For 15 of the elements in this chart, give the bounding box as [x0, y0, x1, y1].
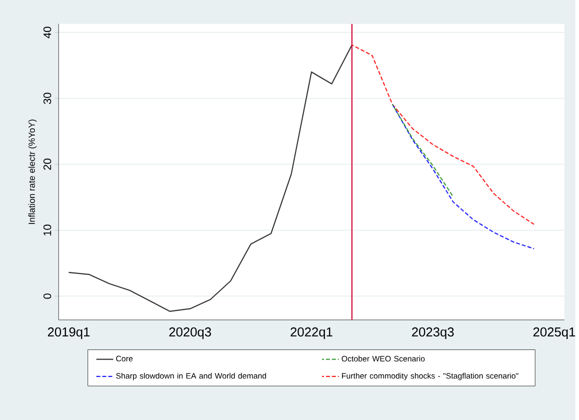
line-series [351, 44, 535, 225]
y-tick-label: 40 [43, 26, 52, 38]
y-axis-title: Inflation rate electr (%YoY) [28, 119, 37, 224]
line-series [392, 104, 535, 250]
y-tick-label: 20 [43, 158, 52, 170]
y-tick-label: 10 [43, 224, 52, 236]
x-tick-label: 2025q1 [533, 327, 576, 339]
x-tick-label: 2020q3 [169, 327, 212, 339]
y-tick-label: 30 [43, 92, 52, 104]
line-series [68, 44, 352, 312]
x-tick-label: 2022q1 [290, 327, 332, 339]
y-tick-label: 0 [43, 293, 52, 299]
x-tick-label: 2023q3 [412, 327, 454, 339]
line-series [392, 104, 454, 198]
x-tick-label: 2019q1 [48, 327, 90, 339]
